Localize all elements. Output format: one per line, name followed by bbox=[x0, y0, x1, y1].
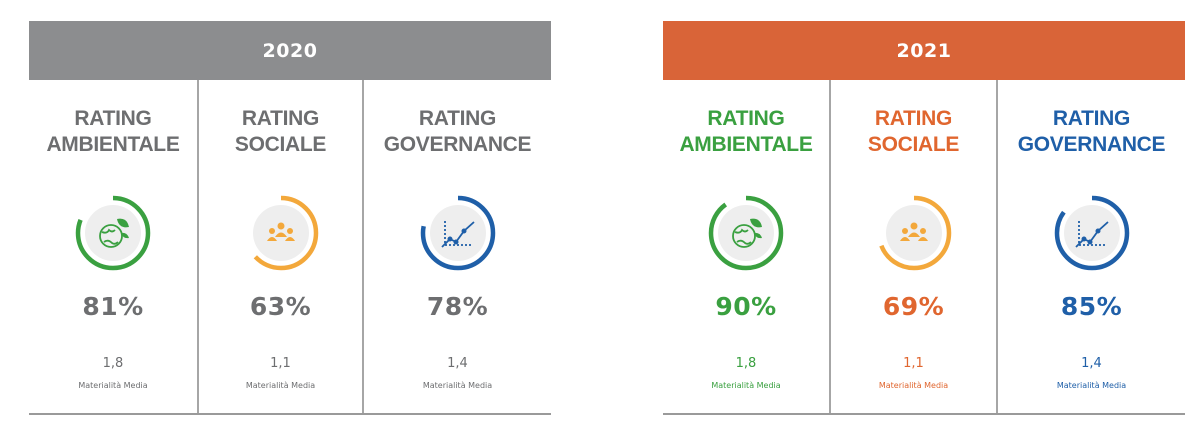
rating-title: RATING GOVERNANCE bbox=[1017, 107, 1166, 156]
rating-percent: 85% bbox=[1060, 292, 1123, 321]
rating-sociale-2021: RATING SOCIALE 69% 1,1 Materialità Media bbox=[829, 80, 996, 413]
panel-2020: 2020 RATING AMBIENTALE 81% 1,8 Materiali… bbox=[29, 21, 551, 415]
rating-ambientale-2020: RATING AMBIENTALE 81% 1,8 Materialità Me… bbox=[29, 80, 197, 413]
people-group-icon bbox=[266, 222, 295, 241]
panel-2021: 2021 RATING AMBIENTALE 90% 1,8 Materiali… bbox=[663, 21, 1185, 415]
materiality-value: 1,4 bbox=[447, 356, 468, 371]
materiality-label: Materialità Media bbox=[711, 381, 781, 390]
people-group-icon bbox=[899, 222, 928, 241]
year-header-2021: 2021 bbox=[663, 21, 1185, 80]
progress-ring bbox=[243, 195, 318, 271]
rating-governance-2020: RATING GOVERNANCE 78% 1,4 Materialità Me… bbox=[362, 80, 551, 413]
materiality-label: Materialità Media bbox=[1056, 381, 1127, 390]
materiality-label: Materialità Media bbox=[878, 381, 949, 390]
rating-percent: 81% bbox=[82, 292, 144, 321]
growth-chart-icon bbox=[1074, 221, 1109, 248]
rating-title: RATING SOCIALE bbox=[867, 107, 960, 156]
materiality-value: 1,8 bbox=[102, 356, 124, 371]
progress-arc bbox=[243, 195, 318, 271]
progress-arc bbox=[1054, 195, 1129, 271]
progress-arc bbox=[75, 195, 151, 271]
materiality-label: Materialità Media bbox=[78, 381, 148, 390]
progress-ring bbox=[876, 195, 951, 271]
rating-ambientale-2021: RATING AMBIENTALE 90% 1,8 Materialità Me… bbox=[663, 80, 829, 413]
rating-sociale-2020: RATING SOCIALE 63% 1,1 Materialità Media bbox=[197, 80, 362, 413]
rating-title: RATING AMBIENTALE bbox=[46, 107, 180, 156]
growth-chart-icon bbox=[440, 221, 475, 248]
rating-title: RATING AMBIENTALE bbox=[679, 107, 813, 156]
materiality-value: 1,1 bbox=[903, 356, 924, 371]
materiality-value: 1,1 bbox=[270, 356, 291, 371]
globe-leaf-icon bbox=[732, 218, 762, 248]
progress-ring bbox=[708, 195, 784, 271]
rating-title: RATING GOVERNANCE bbox=[383, 107, 532, 156]
rating-columns-2021: RATING AMBIENTALE 90% 1,8 Materialità Me… bbox=[663, 80, 1185, 415]
rating-percent: 63% bbox=[249, 292, 312, 321]
progress-ring bbox=[75, 195, 151, 271]
materiality-label: Materialità Media bbox=[422, 381, 493, 390]
year-header-2020: 2020 bbox=[29, 21, 551, 80]
rating-percent: 69% bbox=[882, 292, 945, 321]
progress-arc bbox=[876, 195, 951, 271]
materiality-label: Materialità Media bbox=[245, 381, 316, 390]
progress-arc bbox=[420, 195, 495, 271]
materiality-value: 1,8 bbox=[735, 356, 757, 371]
rating-percent: 78% bbox=[426, 292, 489, 321]
rating-columns-2020: RATING AMBIENTALE 81% 1,8 Materialità Me… bbox=[29, 80, 551, 415]
globe-leaf-icon bbox=[99, 218, 129, 248]
progress-ring bbox=[420, 195, 495, 271]
progress-ring bbox=[1054, 195, 1129, 271]
materiality-value: 1,4 bbox=[1081, 356, 1102, 371]
rating-governance-2021: RATING GOVERNANCE 85% 1,4 Materialità Me… bbox=[996, 80, 1185, 413]
rating-title: RATING SOCIALE bbox=[234, 107, 327, 156]
progress-arc bbox=[708, 195, 784, 271]
rating-percent: 90% bbox=[715, 292, 777, 321]
